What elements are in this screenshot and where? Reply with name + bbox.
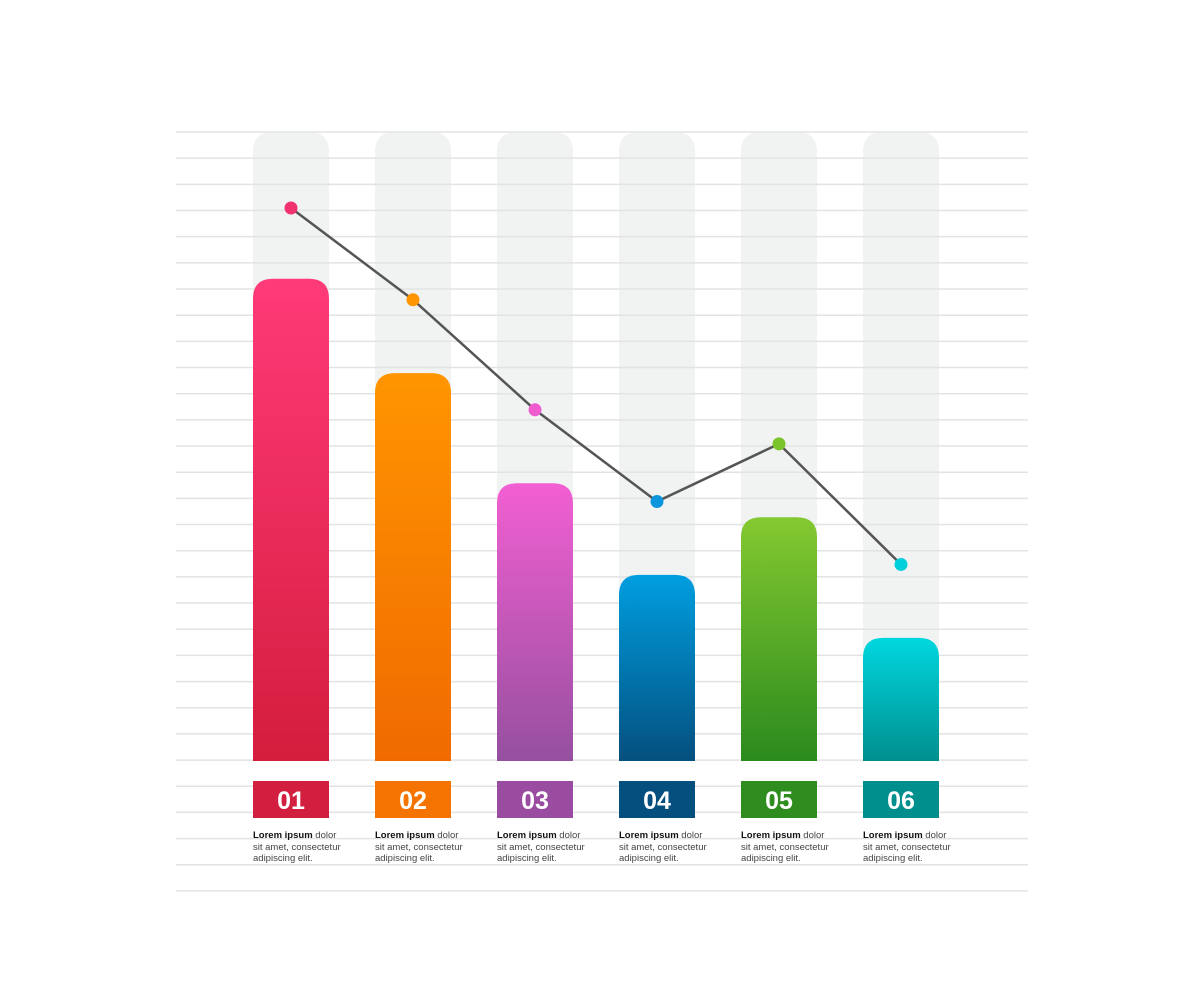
category-label: 06: [887, 787, 915, 815]
caption: Lorem ipsum dolor sit amet, consectetur ad…: [253, 830, 373, 865]
category-label: 01: [277, 787, 305, 815]
category-label-bg: [741, 781, 817, 818]
line-point: [406, 293, 420, 307]
bar-01: [253, 278, 329, 761]
line-point: [894, 557, 908, 571]
caption-rest: dolor: [556, 830, 581, 841]
caption-bold: Lorem ipsum: [863, 830, 923, 841]
category-label: 03: [521, 787, 549, 815]
category-label-bg: [863, 781, 939, 818]
bar-05: [741, 517, 817, 761]
line-point: [528, 403, 542, 417]
line-point: [284, 201, 298, 215]
category-label-bg: [497, 781, 573, 818]
caption-line2: sit amet, consectetur: [619, 841, 707, 853]
caption-line3: adipiscing elit.: [497, 853, 557, 864]
caption: Lorem ipsum dolor sit amet, consectetur ad…: [375, 830, 495, 865]
caption-line2: sit amet, consectetur: [253, 841, 341, 853]
caption-bold: Lorem ipsum: [375, 830, 435, 841]
caption-rest: dolor: [678, 830, 703, 841]
line-point: [650, 495, 664, 509]
trend-line: [290, 207, 902, 566]
caption-line3: adipiscing elit.: [375, 853, 435, 864]
bar-02: [375, 373, 451, 761]
category-label-bg: [375, 781, 451, 818]
line-point: [772, 437, 786, 451]
caption-line2: sit amet, consectetur: [741, 841, 829, 853]
bar-04: [619, 574, 695, 761]
bar-06: [863, 637, 939, 761]
caption-line2: sit amet, consectetur: [375, 841, 463, 853]
caption-line2: sit amet, consectetur: [863, 841, 951, 853]
caption-line3: adipiscing elit.: [741, 853, 801, 864]
caption-bold: Lorem ipsum: [619, 830, 679, 841]
category-label: 05: [765, 787, 793, 815]
category-label-bg: [619, 781, 695, 818]
caption-line3: adipiscing elit.: [863, 853, 923, 864]
caption: Lorem ipsum dolor sit amet, consectetur ad…: [863, 830, 983, 865]
category-label: 04: [643, 787, 671, 815]
caption-line2: sit amet, consectetur: [497, 841, 585, 853]
category-label: 02: [399, 787, 427, 815]
caption: Lorem ipsum dolor sit amet, consectetur ad…: [497, 830, 617, 865]
bar-03: [497, 483, 573, 761]
caption: Lorem ipsum dolor sit amet, consectetur ad…: [741, 830, 861, 865]
caption-rest: dolor: [922, 830, 947, 841]
caption-bold: Lorem ipsum: [497, 830, 557, 841]
caption-rest: dolor: [312, 830, 337, 841]
caption-bold: Lorem ipsum: [253, 830, 313, 841]
caption-line3: adipiscing elit.: [253, 853, 313, 864]
caption-bold: Lorem ipsum: [741, 830, 801, 841]
category-label-bg: [253, 781, 329, 818]
caption-line3: adipiscing elit.: [619, 853, 679, 864]
caption-rest: dolor: [800, 830, 825, 841]
caption: Lorem ipsum dolor sit amet, consectetur ad…: [619, 830, 739, 865]
caption-rest: dolor: [434, 830, 459, 841]
